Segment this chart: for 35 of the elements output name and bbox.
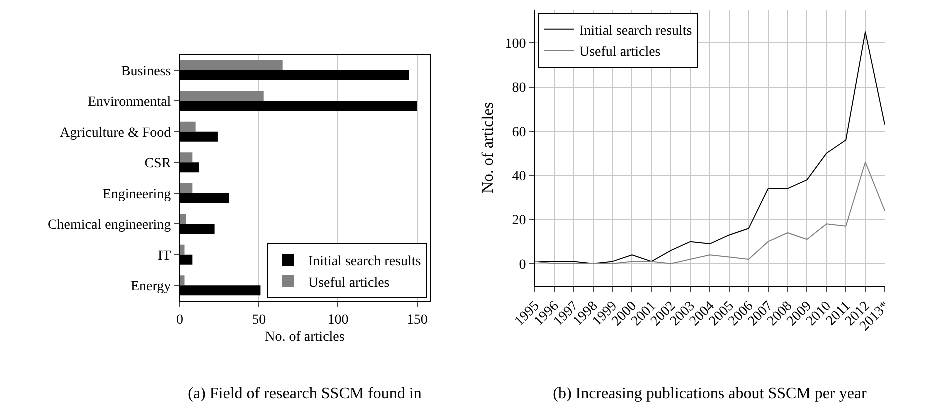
y-tick-label: Agriculture & Food xyxy=(60,126,172,141)
legend-label: Useful articles xyxy=(308,276,390,291)
legend-label: Initial search results xyxy=(308,254,422,270)
x-axis-title: No. of articles xyxy=(265,330,345,346)
y-tick-label: 60 xyxy=(512,125,526,140)
y-tick-label: 80 xyxy=(512,81,526,96)
x-tick-label: 50 xyxy=(252,312,266,328)
bar xyxy=(180,183,193,194)
bar xyxy=(180,122,196,132)
legend-label: Initial search results xyxy=(580,24,692,39)
text: (a) Field of research SSCM found in xyxy=(188,386,422,403)
y-tick-label: 100 xyxy=(505,37,526,52)
x-tick-label: 0 xyxy=(176,312,184,328)
bar xyxy=(180,91,264,102)
legend-label: Useful articles xyxy=(580,45,661,60)
y-axis-title: No. of articles xyxy=(480,102,497,194)
y-tick-label: Engineering xyxy=(102,187,172,202)
y-tick-label: Chemical engineering xyxy=(48,218,172,234)
x-tick-label: 150 xyxy=(406,312,428,328)
y-tick-label: CSR xyxy=(144,156,172,172)
y-tick-label: 20 xyxy=(512,214,526,229)
bar xyxy=(180,244,185,255)
y-tick-label: 0 xyxy=(519,258,526,273)
y-tick-label: 40 xyxy=(512,170,526,184)
y-tick-label: Business xyxy=(121,64,172,80)
text: (b) Increasing publications about SSCM per year xyxy=(553,386,868,403)
line-series xyxy=(535,162,885,264)
y-tick-label: Energy xyxy=(131,280,172,295)
bar xyxy=(180,60,283,70)
bar xyxy=(180,152,193,163)
x-tick-label: 100 xyxy=(328,312,349,328)
y-tick-label: IT xyxy=(158,248,172,264)
bar xyxy=(180,276,185,286)
bar xyxy=(180,214,186,224)
y-tick-label: Environmental xyxy=(88,95,172,110)
